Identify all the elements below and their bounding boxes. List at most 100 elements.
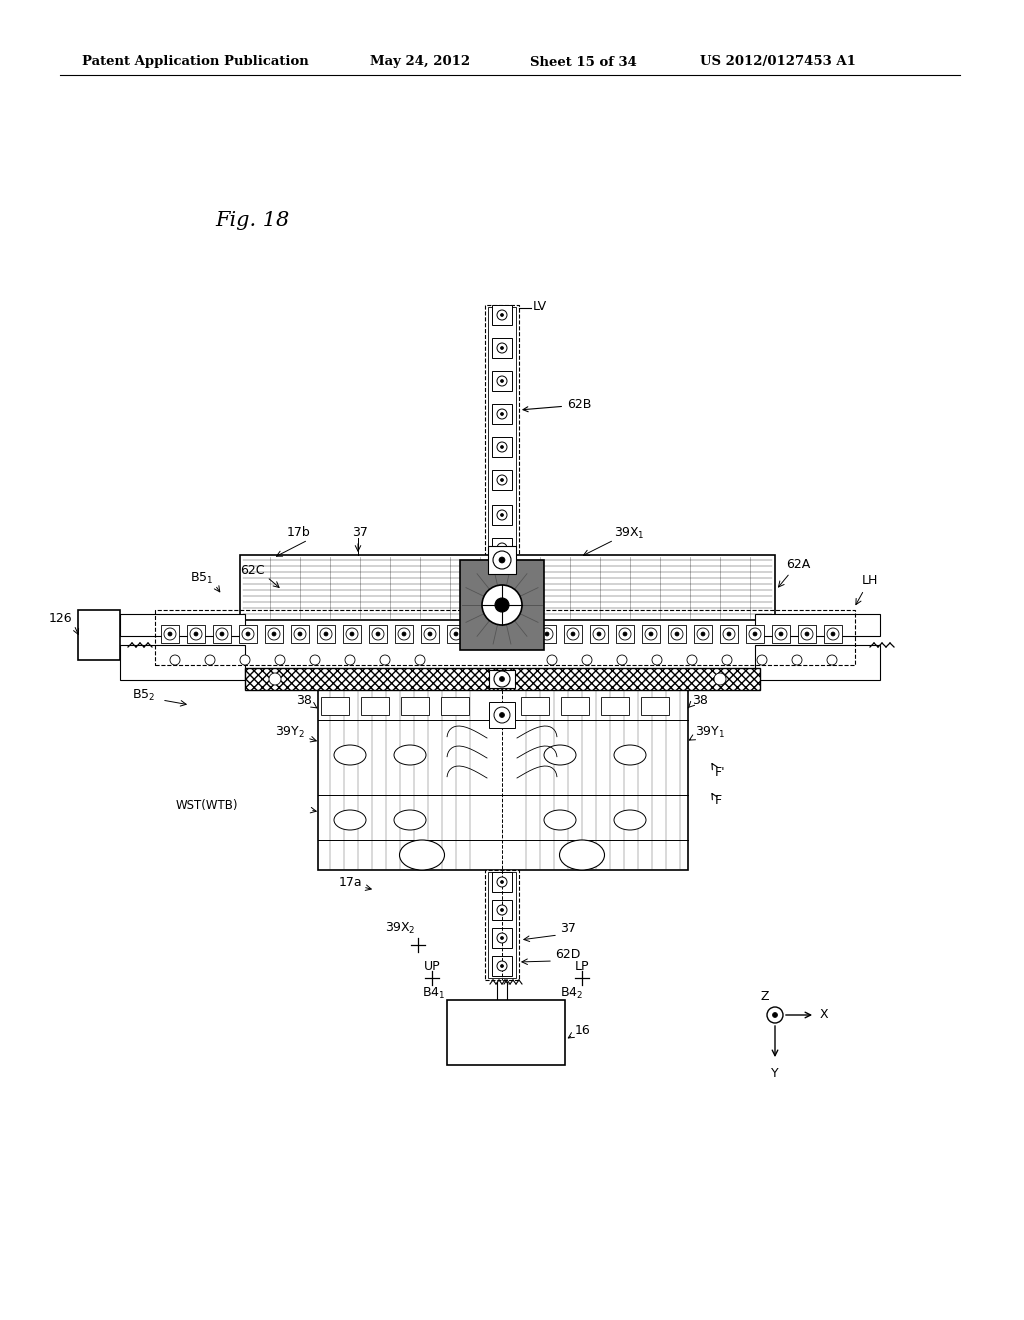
Bar [447,624,465,643]
Bar [489,702,515,729]
Ellipse shape [544,810,575,830]
Bar [755,614,880,636]
Circle shape [775,628,787,640]
Bar [601,697,629,715]
Bar [488,308,516,553]
Circle shape [376,632,380,636]
Circle shape [831,632,835,636]
Circle shape [757,655,767,665]
Text: B4$_2$: B4$_2$ [560,986,584,1001]
Bar [755,645,880,680]
Text: F: F [715,793,722,807]
Bar [538,624,556,643]
Text: Z: Z [761,990,769,1003]
Circle shape [500,676,505,681]
Circle shape [593,628,605,640]
Circle shape [497,543,507,553]
Circle shape [697,628,709,640]
Text: Y: Y [771,1067,779,1080]
Bar [240,554,775,620]
Circle shape [494,671,510,686]
Circle shape [499,557,505,564]
Text: LH: LH [862,573,879,586]
Bar [265,624,283,643]
Circle shape [242,628,254,640]
Circle shape [493,550,511,569]
Bar [401,697,429,715]
Circle shape [597,632,601,636]
Circle shape [501,314,504,317]
Circle shape [424,628,436,640]
Circle shape [497,409,507,418]
Circle shape [501,546,504,549]
Text: Patent Application Publication: Patent Application Publication [82,55,309,69]
Circle shape [494,708,510,723]
Bar [564,624,582,643]
Bar [318,690,688,870]
Text: X: X [820,1008,828,1022]
Circle shape [722,655,732,665]
Circle shape [772,1012,777,1018]
Circle shape [727,632,731,636]
Circle shape [501,380,504,383]
Bar [460,560,544,649]
Text: 38: 38 [296,693,312,706]
Circle shape [216,628,228,640]
Circle shape [501,479,504,482]
Ellipse shape [399,840,444,870]
Bar [421,624,439,643]
Bar [245,668,760,690]
Circle shape [701,632,705,636]
Circle shape [294,628,306,640]
Circle shape [501,346,504,350]
Bar [492,305,512,325]
Bar [485,305,519,554]
Ellipse shape [334,744,366,766]
Text: 39Y$_2$: 39Y$_2$ [274,725,305,739]
Text: B4$_1$: B4$_1$ [422,986,445,1001]
Bar [492,928,512,948]
Bar [369,624,387,643]
Circle shape [767,1007,783,1023]
Circle shape [310,655,319,665]
Circle shape [501,446,504,449]
Circle shape [298,632,302,636]
Circle shape [545,632,549,636]
Circle shape [779,632,783,636]
Circle shape [671,628,683,640]
Text: 37: 37 [560,921,575,935]
Circle shape [645,628,657,640]
Text: LP: LP [574,961,589,974]
Circle shape [380,655,390,665]
Circle shape [753,632,757,636]
Bar [120,614,245,636]
Bar [521,697,549,715]
Circle shape [275,655,285,665]
Text: 38: 38 [692,693,708,706]
Ellipse shape [394,810,426,830]
Circle shape [402,632,406,636]
Ellipse shape [394,744,426,766]
Bar [720,624,738,643]
Circle shape [723,628,735,640]
Bar [668,624,686,643]
Ellipse shape [614,810,646,830]
Bar [492,539,512,558]
Circle shape [398,628,410,640]
Circle shape [205,655,215,665]
Text: Fig. 18: Fig. 18 [215,210,289,230]
Circle shape [454,632,458,636]
Bar [485,870,519,979]
Bar [447,1001,565,1065]
Text: UP: UP [424,961,440,974]
Bar [492,404,512,424]
Text: 17a: 17a [338,876,362,890]
Text: 39X$_1$: 39X$_1$ [614,525,644,541]
Bar [492,900,512,920]
Circle shape [687,655,697,665]
Circle shape [618,628,631,640]
Circle shape [170,655,180,665]
Circle shape [272,632,276,636]
Text: 62B: 62B [523,399,592,412]
Ellipse shape [614,744,646,766]
